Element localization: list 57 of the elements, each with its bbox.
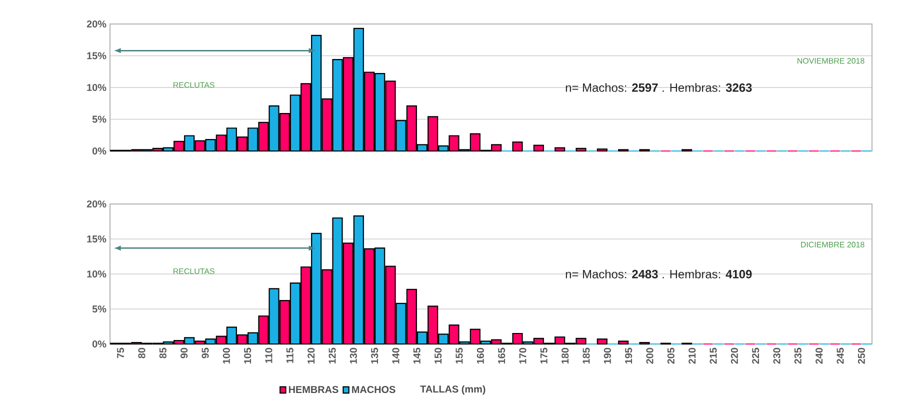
x-tick-label: 85 (159, 348, 166, 358)
x-tick-label: 125 (328, 348, 336, 364)
y-tick-label: 20% (86, 20, 106, 28)
x-tick-label: 115 (286, 348, 294, 363)
x-tick-label: 250 (858, 348, 865, 364)
x-tick-label: 195 (625, 348, 632, 364)
annotation: n= Machos: 2597 . Hembras: 3263 (566, 83, 752, 92)
x-tick-label: 150 (434, 348, 442, 364)
y-tick-label: 10% (87, 270, 106, 278)
x-tick-label: 230 (773, 348, 780, 364)
legend-label: MACHOS (352, 386, 396, 394)
x-tick-label: 170 (519, 348, 526, 364)
x-tick-label: 80 (138, 348, 146, 358)
x-tick-label: 175 (540, 348, 548, 364)
x-tick-label: 185 (582, 348, 590, 364)
y-tick-label: 0% (92, 340, 106, 348)
bar (554, 147, 566, 152)
x-tick-label: 75 (117, 348, 124, 358)
x-tick-label: 220 (730, 348, 738, 364)
x-tick-label: 245 (836, 348, 844, 364)
x-tick-label: 180 (562, 348, 569, 364)
x-tick-label: 145 (413, 348, 420, 364)
y-tick-label: 20% (86, 200, 106, 208)
y-tick-label: 10% (87, 84, 106, 92)
x-tick-label: 190 (604, 348, 611, 364)
x-axis-title: TALLAS (mm) (420, 385, 486, 395)
x-tick-label: 235 (794, 348, 802, 364)
y-tick-label: 5% (92, 305, 106, 313)
bar (533, 144, 544, 152)
x-tick-label: 160 (476, 348, 484, 364)
x-tick-label: 95 (202, 348, 209, 358)
x-tick-label: 205 (667, 348, 674, 364)
x-tick-label: 225 (752, 348, 760, 364)
x-tick-label: 165 (498, 348, 506, 364)
legend-label: HEMBRAS (288, 386, 338, 394)
x-tick-label: 105 (244, 348, 252, 364)
bar (512, 142, 523, 152)
x-tick-label: 135 (371, 348, 378, 364)
x-tick-label: 140 (392, 348, 400, 364)
x-tick-label: 200 (646, 348, 654, 364)
bar (596, 338, 608, 345)
bar (576, 148, 586, 152)
x-tick-label: 215 (710, 348, 717, 364)
x-tick-label: 130 (350, 348, 357, 364)
y-tick-label: 5% (92, 116, 106, 123)
y-tick-label: 15% (87, 52, 106, 60)
x-tick-label: 155 (456, 348, 463, 364)
x-tick-label: 110 (265, 348, 272, 363)
x-tick-label: 90 (180, 348, 188, 358)
bar (618, 340, 629, 345)
annotation: n= Machos: 2483 . Hembras: 4109 (566, 270, 752, 278)
y-tick-label: 0% (92, 147, 106, 155)
x-tick-label: 240 (816, 348, 823, 364)
x-tick-label: 100 (222, 348, 230, 364)
y-tick-label: 15% (87, 235, 106, 243)
x-tick-label: 210 (688, 348, 696, 364)
x-tick-label: 120 (308, 348, 315, 364)
